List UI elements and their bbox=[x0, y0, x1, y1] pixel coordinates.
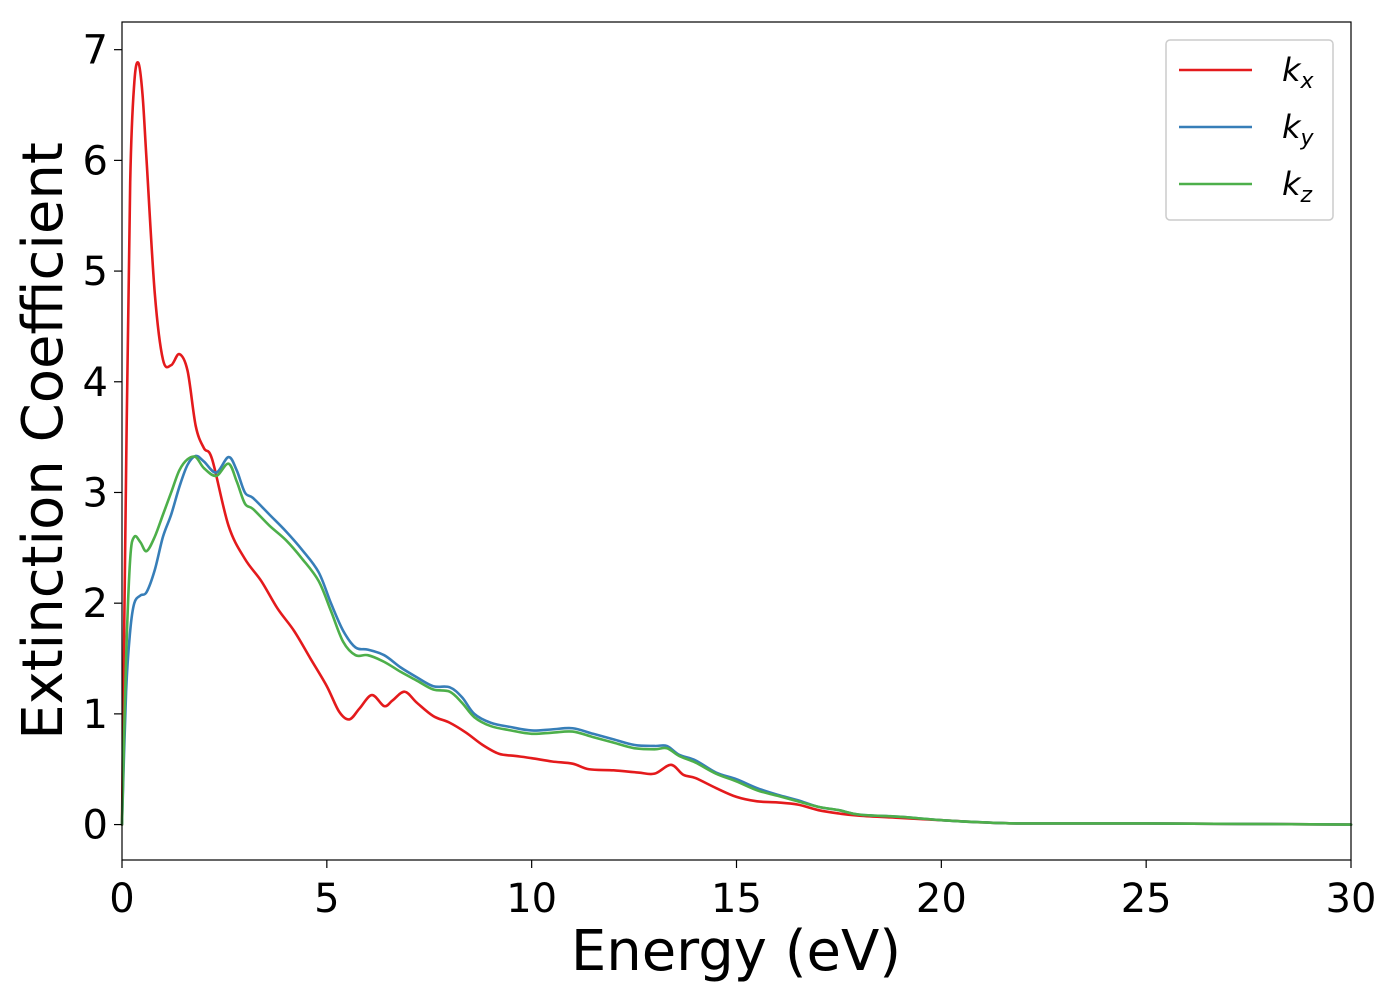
y-tick-label: 1 bbox=[83, 692, 108, 738]
x-tick-label: 10 bbox=[506, 876, 557, 922]
x-tick-label: 5 bbox=[314, 876, 339, 922]
series-line-z bbox=[120, 455, 1353, 826]
y-tick-label: 5 bbox=[83, 249, 108, 295]
y-axis-title: Extinction Coefficient bbox=[11, 142, 76, 740]
y-tick-label: 7 bbox=[83, 28, 108, 74]
y-tick-label: 4 bbox=[83, 360, 108, 406]
y-tick-label: 6 bbox=[83, 138, 108, 184]
y-axis-ticks: 0 1 2 3 4 5 6 7 bbox=[83, 28, 122, 849]
legend-label-y: ky bbox=[1282, 108, 1315, 151]
x-tick-label: 20 bbox=[916, 876, 967, 922]
x-axis-title: Energy (eV) bbox=[571, 919, 901, 984]
x-axis-ticks: 0 5 10 15 20 25 30 bbox=[109, 860, 1376, 922]
x-tick-label: 25 bbox=[1121, 876, 1172, 922]
legend-box bbox=[1165, 39, 1334, 221]
x-tick-label: 0 bbox=[109, 876, 134, 922]
y-tick-label: 2 bbox=[83, 581, 108, 627]
y-tick-label: 0 bbox=[83, 803, 108, 849]
y-tick-label: 3 bbox=[83, 470, 108, 516]
series-layer bbox=[120, 61, 1353, 826]
plot-area bbox=[122, 22, 1351, 860]
x-tick-label: 15 bbox=[711, 876, 762, 922]
series-line-x bbox=[120, 61, 1353, 826]
x-tick-label: 30 bbox=[1326, 876, 1377, 922]
